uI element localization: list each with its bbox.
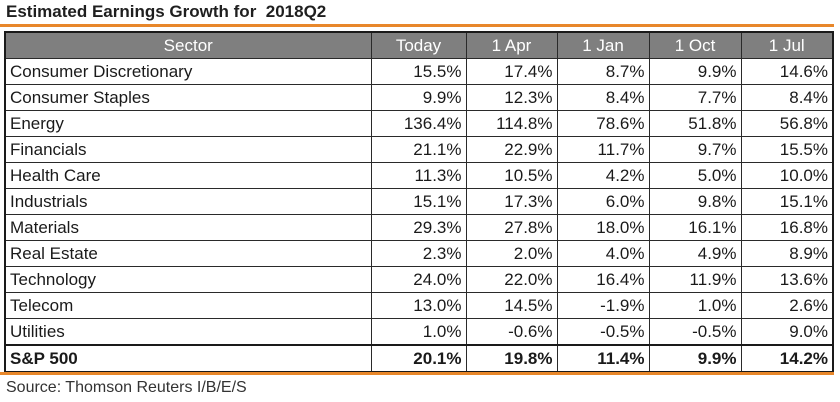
value-cell: 11.7% bbox=[556, 136, 650, 163]
column-header-1-oct: 1 Oct bbox=[648, 31, 742, 59]
value-cell: 8.7% bbox=[556, 58, 650, 85]
value-cell: 10.0% bbox=[740, 162, 834, 189]
value-cell: 19.8% bbox=[465, 344, 558, 373]
value-cell: 14.2% bbox=[740, 344, 834, 373]
value-cell: 1.0% bbox=[370, 318, 467, 346]
value-cell: 2.6% bbox=[740, 292, 834, 319]
value-cell: 12.3% bbox=[465, 84, 558, 111]
value-cell: 15.5% bbox=[370, 58, 467, 85]
value-cell: 29.3% bbox=[370, 214, 467, 241]
value-cell: 16.8% bbox=[740, 214, 834, 241]
value-cell: 4.9% bbox=[648, 240, 742, 267]
value-cell: 24.0% bbox=[370, 266, 467, 293]
earnings-growth-table: Sector Today 1 Apr 1 Jan 1 Oct 1 Jul Con… bbox=[4, 31, 834, 373]
value-cell: 14.6% bbox=[740, 58, 834, 85]
value-cell: 78.6% bbox=[556, 110, 650, 137]
column-header-1-apr: 1 Apr bbox=[465, 31, 558, 59]
column-header-sector: Sector bbox=[4, 31, 372, 59]
value-cell: 15.1% bbox=[370, 188, 467, 215]
value-cell: 11.4% bbox=[556, 344, 650, 373]
sector-cell: Consumer Staples bbox=[4, 84, 372, 111]
sector-cell: Industrials bbox=[4, 188, 372, 215]
table-row: Utilities 1.0% -0.6% -0.5% -0.5% 9.0% bbox=[4, 318, 834, 346]
table-row: Telecom 13.0% 14.5% -1.9% 1.0% 2.6% bbox=[4, 292, 834, 319]
column-header-today: Today bbox=[370, 31, 467, 59]
value-cell: 17.4% bbox=[465, 58, 558, 85]
value-cell: 9.9% bbox=[370, 84, 467, 111]
value-cell: 16.4% bbox=[556, 266, 650, 293]
value-cell: 8.4% bbox=[740, 84, 834, 111]
value-cell: 16.1% bbox=[648, 214, 742, 241]
sector-cell: Technology bbox=[4, 266, 372, 293]
table-row: Consumer Discretionary 15.5% 17.4% 8.7% 9.9%… bbox=[4, 58, 834, 85]
source-note: Source: Thomson Reuters I/B/E/S bbox=[6, 379, 247, 396]
value-cell: 6.0% bbox=[556, 188, 650, 215]
value-cell: 11.9% bbox=[648, 266, 742, 293]
value-cell: 27.8% bbox=[465, 214, 558, 241]
value-cell: 8.4% bbox=[556, 84, 650, 111]
sector-cell: Real Estate bbox=[4, 240, 372, 267]
sector-cell: Financials bbox=[4, 136, 372, 163]
sector-cell: Health Care bbox=[4, 162, 372, 189]
table-title: Estimated Earnings Growth for 2018Q2 bbox=[6, 2, 327, 21]
value-cell: 15.5% bbox=[740, 136, 834, 163]
value-cell: 2.3% bbox=[370, 240, 467, 267]
value-cell: -0.5% bbox=[556, 318, 650, 346]
sector-cell: Consumer Discretionary bbox=[4, 58, 372, 85]
value-cell: 9.0% bbox=[740, 318, 834, 346]
table-row: Industrials 15.1% 17.3% 6.0% 9.8% 15.1% bbox=[4, 188, 834, 215]
table-row: Real Estate 2.3% 2.0% 4.0% 4.9% 8.9% bbox=[4, 240, 834, 267]
value-cell: 9.9% bbox=[648, 344, 742, 373]
table-body: Consumer Discretionary 15.5% 17.4% 8.7% 9.9%… bbox=[4, 58, 834, 373]
value-cell: 22.0% bbox=[465, 266, 558, 293]
top-accent-rule bbox=[0, 24, 834, 27]
value-cell: 9.9% bbox=[648, 58, 742, 85]
value-cell: 8.9% bbox=[740, 240, 834, 267]
sector-cell: Energy bbox=[4, 110, 372, 137]
value-cell: 9.7% bbox=[648, 136, 742, 163]
value-cell: 11.3% bbox=[370, 162, 467, 189]
value-cell: 5.0% bbox=[648, 162, 742, 189]
value-cell: 13.0% bbox=[370, 292, 467, 319]
column-header-1-jan: 1 Jan bbox=[556, 31, 650, 59]
sector-cell: S&P 500 bbox=[4, 344, 372, 373]
table-row: Health Care 11.3% 10.5% 4.2% 5.0% 10.0% bbox=[4, 162, 834, 189]
table-row: Consumer Staples 9.9% 12.3% 8.4% 7.7% 8.4% bbox=[4, 84, 834, 111]
value-cell: 18.0% bbox=[556, 214, 650, 241]
column-header-1-jul: 1 Jul bbox=[740, 31, 834, 59]
bottom-accent-rule bbox=[0, 372, 834, 375]
value-cell: 14.5% bbox=[465, 292, 558, 319]
value-cell: 1.0% bbox=[648, 292, 742, 319]
table-row: Materials 29.3% 27.8% 18.0% 16.1% 16.8% bbox=[4, 214, 834, 241]
table-row: Energy 136.4% 114.8% 78.6% 51.8% 56.8% bbox=[4, 110, 834, 137]
value-cell: 2.0% bbox=[465, 240, 558, 267]
value-cell: -0.6% bbox=[465, 318, 558, 346]
value-cell: 15.1% bbox=[740, 188, 834, 215]
value-cell: 51.8% bbox=[648, 110, 742, 137]
value-cell: 22.9% bbox=[465, 136, 558, 163]
value-cell: 20.1% bbox=[370, 344, 467, 373]
value-cell: 56.8% bbox=[740, 110, 834, 137]
sector-cell: Telecom bbox=[4, 292, 372, 319]
table-row: Technology 24.0% 22.0% 16.4% 11.9% 13.6% bbox=[4, 266, 834, 293]
total-row: S&P 500 20.1% 19.8% 11.4% 9.9% 14.2% bbox=[4, 344, 834, 373]
value-cell: -0.5% bbox=[648, 318, 742, 346]
value-cell: -1.9% bbox=[556, 292, 650, 319]
sector-cell: Materials bbox=[4, 214, 372, 241]
value-cell: 7.7% bbox=[648, 84, 742, 111]
value-cell: 13.6% bbox=[740, 266, 834, 293]
sector-cell: Utilities bbox=[4, 318, 372, 346]
table-row: Financials 21.1% 22.9% 11.7% 9.7% 15.5% bbox=[4, 136, 834, 163]
value-cell: 9.8% bbox=[648, 188, 742, 215]
header-row: Sector Today 1 Apr 1 Jan 1 Oct 1 Jul bbox=[4, 31, 834, 59]
value-cell: 136.4% bbox=[370, 110, 467, 137]
value-cell: 4.0% bbox=[556, 240, 650, 267]
value-cell: 21.1% bbox=[370, 136, 467, 163]
value-cell: 114.8% bbox=[465, 110, 558, 137]
value-cell: 10.5% bbox=[465, 162, 558, 189]
value-cell: 17.3% bbox=[465, 188, 558, 215]
value-cell: 4.2% bbox=[556, 162, 650, 189]
